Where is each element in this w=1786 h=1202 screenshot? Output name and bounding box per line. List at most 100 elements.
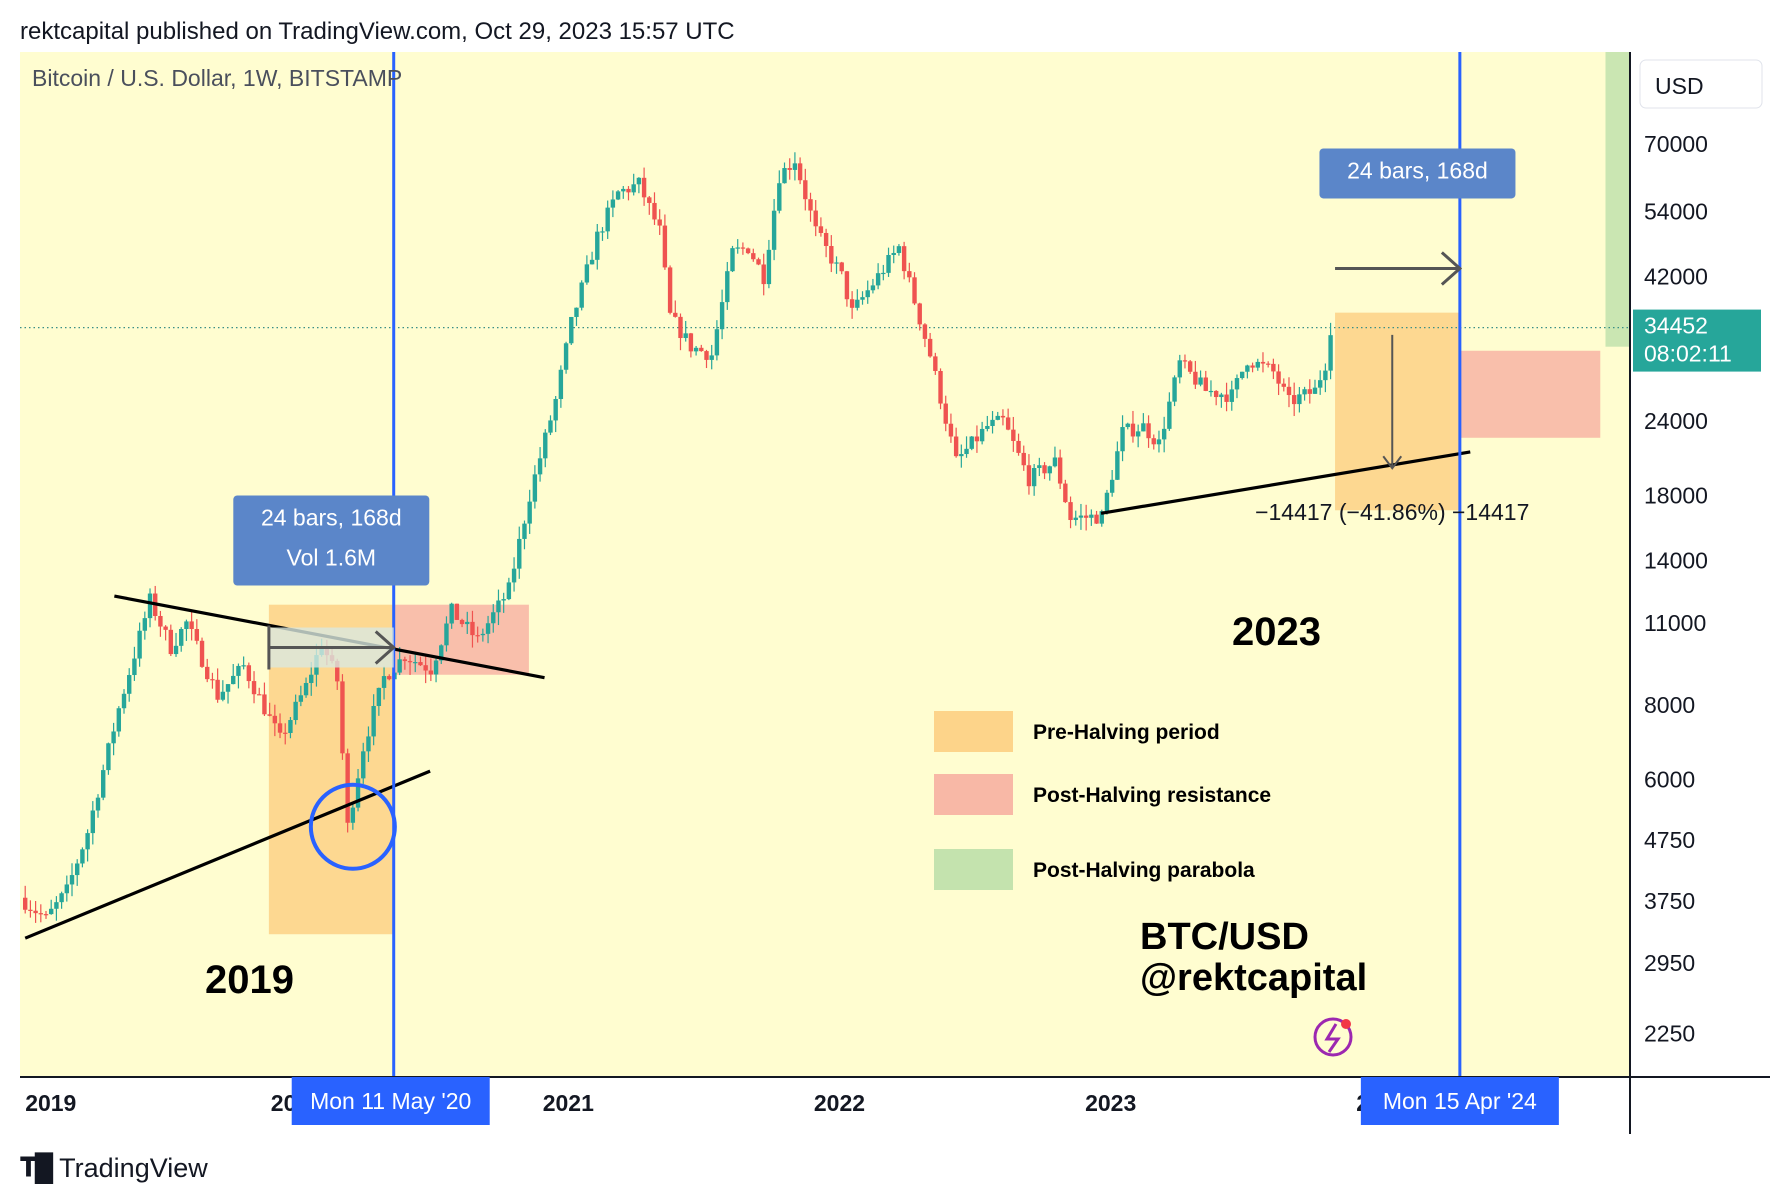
zone-post-halving-parabola[interactable] [1605, 52, 1630, 347]
candle[interactable] [1260, 352, 1266, 373]
candle[interactable] [205, 658, 210, 683]
candle[interactable] [1323, 363, 1328, 393]
candle[interactable] [595, 223, 600, 270]
candle[interactable] [522, 520, 527, 550]
candle[interactable] [418, 656, 423, 666]
candle[interactable] [283, 723, 288, 745]
candle[interactable] [927, 332, 933, 358]
candle[interactable] [1297, 387, 1302, 413]
candle[interactable] [309, 661, 314, 696]
candle[interactable] [345, 748, 350, 833]
candle[interactable] [225, 684, 231, 704]
candle[interactable] [1068, 496, 1073, 529]
candle[interactable] [1307, 379, 1312, 404]
candle[interactable] [844, 270, 850, 307]
candle[interactable] [49, 899, 54, 915]
candle[interactable] [964, 436, 969, 458]
candle[interactable] [293, 694, 298, 725]
candle[interactable] [116, 706, 122, 737]
candle[interactable] [1234, 374, 1240, 399]
chart-symbol-title[interactable]: Bitcoin / U.S. Dollar, 1W, BITSTAMP [32, 65, 402, 91]
candle[interactable] [423, 654, 428, 684]
candle[interactable] [610, 190, 616, 218]
candle[interactable] [158, 610, 163, 637]
halving-date-badge-1[interactable] [291, 1077, 490, 1125]
candle[interactable] [95, 794, 101, 818]
candle[interactable] [792, 152, 798, 181]
candle[interactable] [912, 272, 917, 306]
candle[interactable] [834, 256, 839, 274]
candle[interactable] [101, 764, 106, 801]
candle[interactable] [683, 320, 688, 342]
candle[interactable] [756, 257, 761, 266]
candle[interactable] [1115, 441, 1120, 481]
candle[interactable] [433, 657, 439, 683]
candle[interactable] [1011, 416, 1016, 452]
candle[interactable] [995, 411, 1000, 421]
candle[interactable] [678, 313, 683, 351]
candle[interactable] [1182, 354, 1188, 369]
zone-post-halving-resistance[interactable] [393, 604, 529, 675]
candle[interactable] [985, 415, 990, 432]
candle[interactable] [298, 685, 304, 707]
candle[interactable] [725, 261, 730, 310]
candle[interactable] [1245, 364, 1250, 379]
candle[interactable] [277, 713, 283, 739]
candle[interactable] [1037, 457, 1042, 477]
candle[interactable] [1317, 370, 1323, 395]
candle[interactable] [647, 195, 652, 215]
candle[interactable] [1328, 322, 1333, 380]
candle[interactable] [413, 653, 418, 673]
candle[interactable] [818, 217, 824, 237]
candle[interactable] [636, 177, 642, 194]
candle[interactable] [1203, 370, 1208, 392]
candle[interactable] [1224, 382, 1229, 412]
candle[interactable] [803, 168, 808, 211]
candle[interactable] [1026, 454, 1032, 495]
candle[interactable] [179, 627, 184, 652]
candle[interactable] [1291, 382, 1297, 417]
candle[interactable] [251, 671, 257, 704]
candle[interactable] [1286, 377, 1292, 408]
candle[interactable] [787, 158, 792, 180]
candle[interactable] [823, 228, 829, 258]
candle[interactable] [543, 429, 548, 468]
candle[interactable] [865, 280, 870, 304]
candle[interactable] [1302, 386, 1307, 401]
candle[interactable] [829, 235, 834, 273]
candle[interactable] [719, 289, 725, 340]
candle[interactable] [589, 251, 595, 265]
candle[interactable] [475, 626, 480, 643]
candle[interactable] [1052, 446, 1058, 468]
candle[interactable] [922, 323, 928, 348]
candle[interactable] [699, 344, 704, 352]
candle[interactable] [1047, 465, 1052, 481]
candle[interactable] [1177, 354, 1182, 384]
candle[interactable] [517, 526, 522, 579]
candle[interactable] [631, 173, 636, 196]
candle[interactable] [673, 300, 678, 318]
candle[interactable] [246, 662, 252, 689]
candle[interactable] [1198, 370, 1203, 387]
candle[interactable] [1000, 409, 1006, 426]
candle[interactable] [288, 716, 293, 739]
candle[interactable] [1073, 510, 1078, 526]
candle[interactable] [69, 863, 75, 897]
candle[interactable] [569, 316, 574, 345]
candle[interactable] [797, 157, 803, 185]
candle[interactable] [1312, 379, 1318, 394]
candle[interactable] [231, 663, 236, 685]
candle[interactable] [948, 413, 954, 443]
candle[interactable] [855, 289, 860, 311]
candle[interactable] [917, 302, 922, 331]
candle[interactable] [1276, 364, 1281, 396]
candle[interactable] [990, 411, 995, 434]
candle[interactable] [1094, 510, 1099, 524]
candle[interactable] [340, 674, 345, 760]
candle[interactable] [953, 427, 959, 458]
candle[interactable] [579, 280, 584, 311]
candle[interactable] [1255, 358, 1260, 371]
candle[interactable] [615, 190, 621, 201]
candle[interactable] [199, 637, 205, 668]
btc-weekly-chart[interactable]: 24 bars, 168d Vol 1.6M 24 bars, 168d −14417… [20, 52, 1770, 1134]
